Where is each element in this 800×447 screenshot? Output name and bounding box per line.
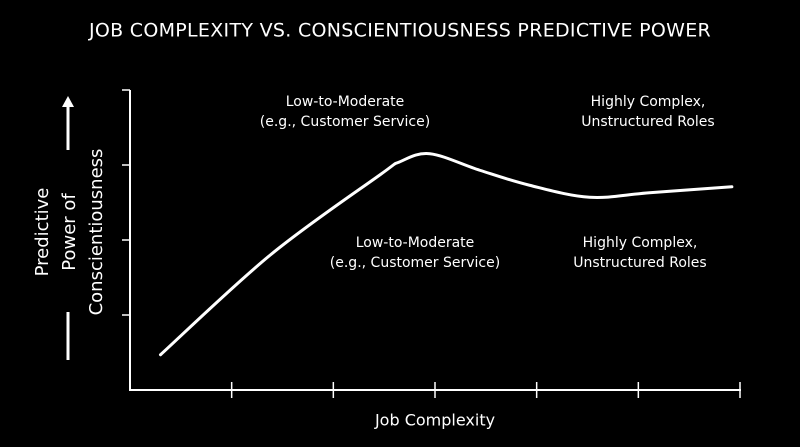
x-axis-label: Job Complexity	[374, 411, 495, 430]
y-axis-label-line: Predictive	[32, 188, 53, 277]
annotation: (e.g., Customer Service)	[260, 114, 430, 130]
chart-title: JOB COMPLEXITY VS. CONSCIENTIOUSNESS PRE…	[88, 20, 711, 42]
line	[159, 152, 734, 357]
annotation: Highly Complex,	[583, 235, 698, 251]
annotation: Highly Complex,	[591, 94, 706, 110]
arrow-head	[62, 96, 74, 107]
annotation: Unstructured Roles	[573, 255, 706, 271]
y-axis-label: Predictive Power of Conscientiousness	[32, 149, 107, 316]
annotation: Low-to-Moderate	[286, 94, 405, 110]
y-axis-label-line: Conscientiousness	[86, 149, 107, 316]
y-axis-label-line: Power of	[59, 193, 80, 271]
annotation: Unstructured Roles	[581, 114, 714, 130]
annotation: (e.g., Customer Service)	[330, 255, 500, 271]
annotation: Low-to-Moderate	[356, 235, 475, 251]
